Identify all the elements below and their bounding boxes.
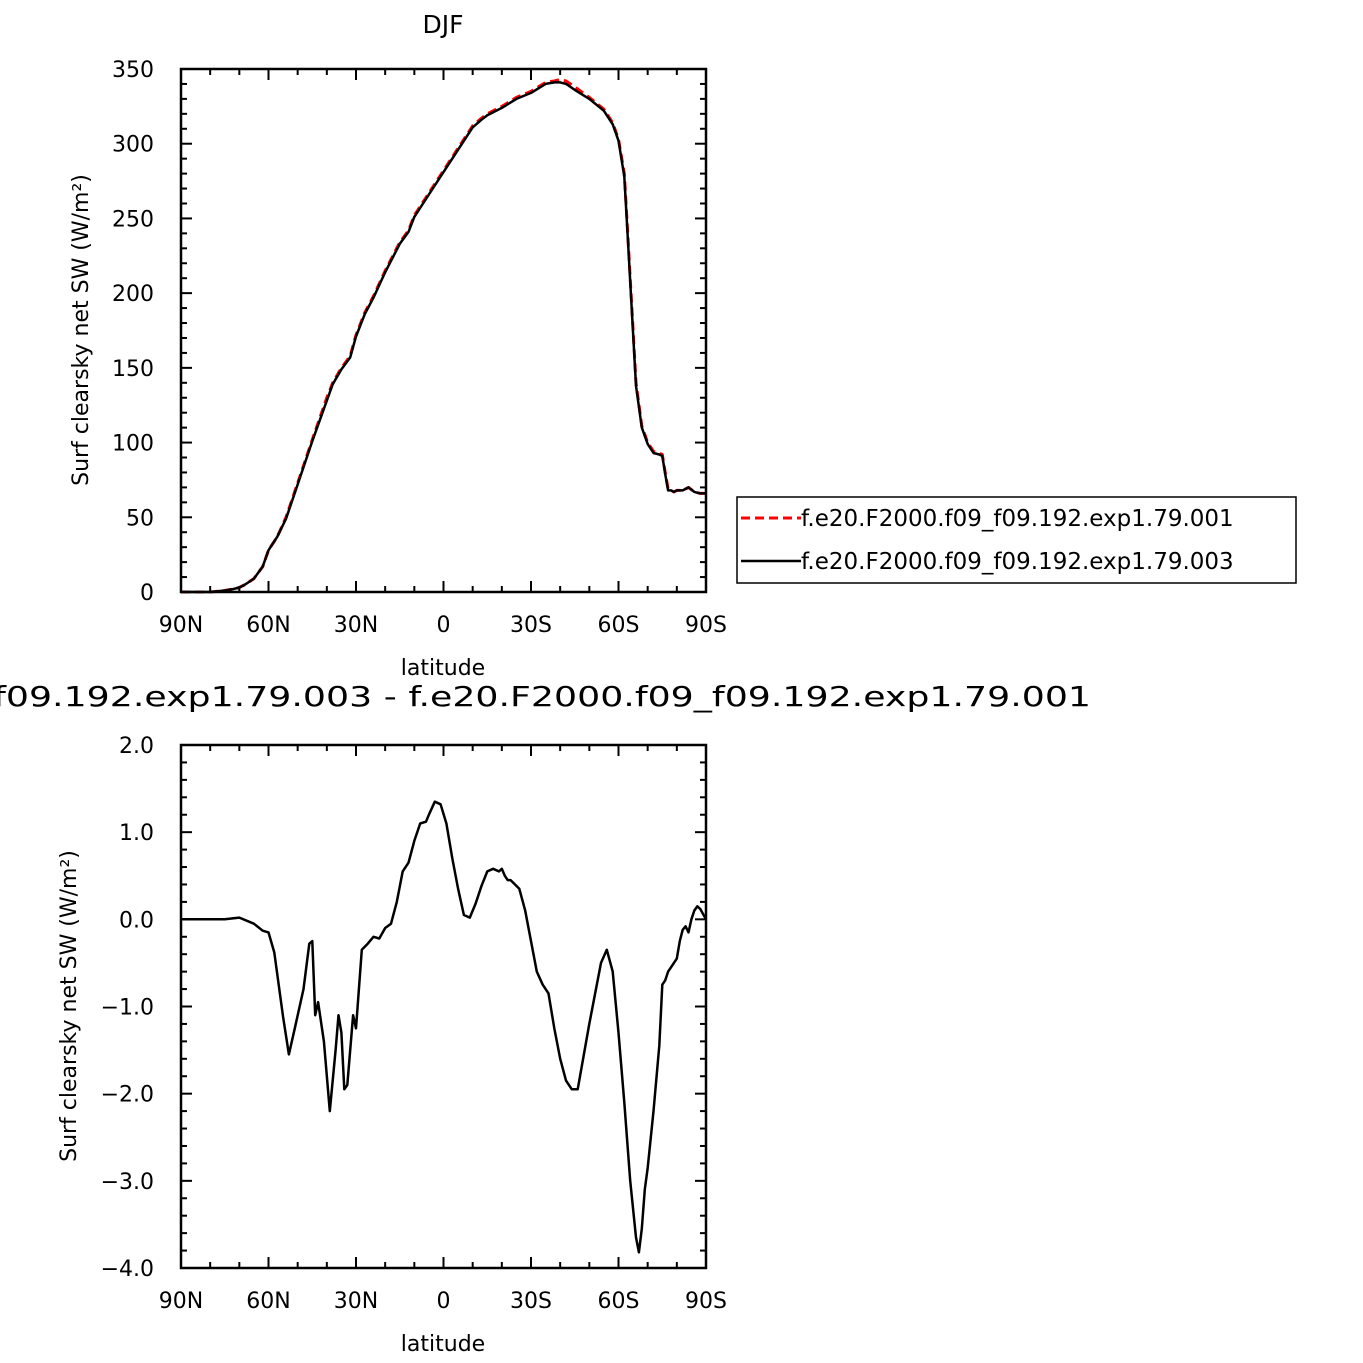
bottom-tick-labels: 90N 60N 30N 0 30S 60S 90S −4.0 −3.0 −2.0 −1.0 0.0 1.…	[101, 734, 727, 1314]
top-x-tick-label: 30N	[334, 613, 378, 638]
top-x-tick-label: 60S	[598, 613, 640, 638]
bottom-y-tick-label: −1.0	[101, 996, 154, 1021]
bottom-x-axis-label: latitude	[401, 1332, 485, 1357]
bottom-x-tick-label: 60N	[246, 1289, 290, 1314]
bottom-chart-title: f09_f09.192.exp1.79.003 - f.e20.F2000.f0…	[0, 680, 1091, 713]
top-x-tick-label: 90S	[685, 613, 727, 638]
top-y-tick-label: 300	[112, 133, 154, 158]
top-x-axis-label: latitude	[401, 656, 485, 681]
bottom-y-axis-label: Surf clearsky net SW (W/m²)	[57, 850, 82, 1162]
top-chart-title: DJF	[422, 10, 463, 39]
top-series-line-1	[181, 78, 706, 594]
bottom-ticks	[180, 744, 707, 1269]
legend: f.e20.F2000.f09_f09.192.exp1.79.001 f.e2…	[736, 496, 1297, 584]
bottom-x-tick-label: 30S	[510, 1289, 552, 1314]
legend-label-series-1: f.e20.F2000.f09_f09.192.exp1.79.001	[801, 506, 1234, 532]
bottom-y-tick-label: −4.0	[101, 1257, 154, 1282]
top-y-tick-label: 50	[126, 506, 154, 531]
bottom-y-tick-label: −3.0	[101, 1170, 154, 1195]
bottom-y-tick-label: 1.0	[119, 821, 154, 846]
top-y-tick-label: 200	[112, 282, 154, 307]
top-x-tick-label: 90N	[159, 613, 203, 638]
top-x-tick-label: 60N	[246, 613, 290, 638]
bottom-panel: f09_f09.192.exp1.79.003 - f.e20.F2000.f0…	[0, 680, 1091, 1357]
top-ticks	[180, 68, 707, 593]
top-series-layer	[181, 78, 706, 594]
bottom-y-tick-label: 2.0	[119, 734, 154, 759]
bottom-y-tick-label: −2.0	[101, 1083, 154, 1108]
top-tick-labels: 90N 60N 30N 0 30S 60S 90S 0 50 100 150 200 250 300 350	[112, 58, 727, 638]
bottom-x-tick-label: 90N	[159, 1289, 203, 1314]
bottom-x-tick-label: 0	[437, 1289, 451, 1314]
bottom-x-tick-label: 60S	[598, 1289, 640, 1314]
legend-label-series-2: f.e20.F2000.f09_f09.192.exp1.79.003	[801, 549, 1234, 575]
top-panel: DJF 90N 60N 30N 0 30S 60S 90S 0 50 100 150 200 250 30…	[69, 10, 727, 681]
top-y-tick-label: 350	[112, 58, 154, 83]
bottom-y-tick-label: 0.0	[119, 908, 154, 933]
top-plot-frame	[179, 67, 708, 594]
top-x-tick-label: 30S	[510, 613, 552, 638]
bottom-plot-frame	[179, 743, 708, 1270]
bottom-x-tick-label: 30N	[334, 1289, 378, 1314]
top-y-tick-label: 150	[112, 357, 154, 382]
top-y-tick-label: 250	[112, 207, 154, 232]
top-y-tick-label: 100	[112, 432, 154, 457]
top-x-tick-label: 0	[437, 613, 451, 638]
bottom-series-layer	[181, 800, 708, 1254]
top-y-tick-label: 0	[140, 581, 154, 606]
top-y-axis-label: Surf clearsky net SW (W/m²)	[69, 174, 94, 486]
top-series-line-2	[181, 81, 706, 594]
legend-box	[736, 496, 1297, 584]
bottom-x-tick-label: 90S	[685, 1289, 727, 1314]
bottom-series-line-1	[181, 800, 708, 1254]
